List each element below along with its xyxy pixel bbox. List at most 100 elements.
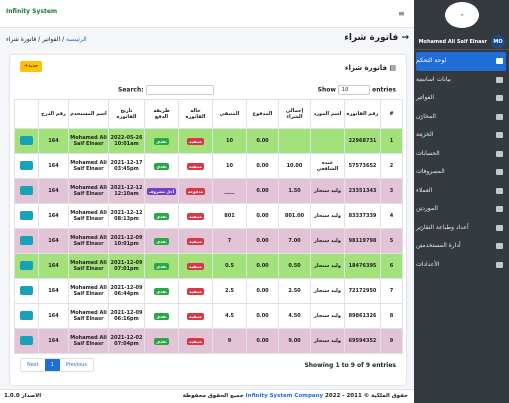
cell: [14, 328, 39, 354]
menu-toggle[interactable]: ≡: [398, 9, 405, 18]
column-header: المدفوع: [246, 99, 279, 129]
view-button[interactable]: [20, 310, 33, 320]
header-row: # رقم الفاتورة اسم المورد إجمالي الشراء المد…: [14, 99, 403, 129]
next-button[interactable]: Next: [27, 362, 39, 368]
table-row: 6 18476395 وليد سنجار 0.50 0.00 0.5 متبقية نقدي…: [14, 253, 403, 279]
menu-icon: [496, 243, 503, 249]
cell: 0.00: [246, 128, 279, 154]
cell: 8: [380, 303, 403, 329]
menu-item[interactable]: أعداد وطباعة التقارير ‹: [416, 219, 506, 238]
menu-icon: [496, 58, 503, 64]
search-input[interactable]: [145, 85, 214, 95]
cell: 2: [380, 153, 403, 179]
brand[interactable]: Infinity System: [6, 8, 58, 15]
menu-item[interactable]: الحسابات ‹: [416, 145, 506, 164]
view-button[interactable]: [20, 235, 33, 245]
menu-item[interactable]: العملاء ‹: [416, 182, 506, 201]
menu-icon: [496, 76, 503, 83]
table: # رقم الفاتورة اسم المورد إجمالي الشراء المد…: [14, 99, 403, 354]
show-label: Show: [317, 86, 336, 94]
sidebar: ∞ MO Mohamed Ali Saif Elnasr لوحة التحكم…: [414, 0, 509, 403]
cell: 2021-12-17 03:45pm: [108, 153, 145, 179]
chevron: ‹: [420, 260, 423, 268]
menu-label: لوحة التحكم: [416, 57, 447, 64]
crumb[interactable]: الفواتير: [42, 36, 61, 43]
menu-label: الخزينة: [416, 131, 434, 138]
menu-item[interactable]: أدارة المستخدمين ‹: [416, 237, 506, 256]
cell: 2021-12-02 07:04pm: [108, 328, 145, 354]
user-panel[interactable]: MO Mohamed Ali Saif Elnasr: [414, 34, 509, 50]
previous-button[interactable]: Previous: [65, 362, 87, 368]
menu-item[interactable]: لوحة التحكم: [416, 52, 506, 71]
table-row: 3 23351343 وليد سنجار 1.50 0.00 ____ مدفوعة آجل…: [14, 178, 403, 204]
menu-icon: [496, 261, 503, 268]
cell: 0.00: [246, 153, 279, 179]
column-header: اسم المستخدم: [68, 99, 109, 129]
view-button[interactable]: [20, 185, 33, 195]
payment-badge: نقدي: [154, 287, 169, 295]
view-button[interactable]: [20, 160, 33, 170]
length-select[interactable]: 10: [338, 85, 371, 95]
card-title-text: فاتورة شراء: [344, 64, 387, 72]
cell: 22968731: [344, 128, 381, 154]
column-header: حالة الفاتورة: [178, 99, 213, 129]
column-header: رقم الفاتورة: [344, 99, 381, 129]
view-button[interactable]: [20, 210, 33, 220]
menu-label: المخازن: [416, 112, 436, 120]
cell: 0.00: [246, 178, 279, 204]
crumb[interactable]: الرئيسية: [66, 36, 87, 43]
cell: نقدي: [144, 253, 179, 279]
avatar: MO: [491, 35, 505, 49]
cell: 2021-12-12 08:13pm: [108, 203, 145, 229]
company[interactable]: Infinity System Company: [245, 393, 324, 399]
cell: 0.00: [246, 228, 279, 254]
status-badge: متبقية: [187, 287, 204, 295]
cell: مدفوعة: [178, 178, 213, 204]
menu-item[interactable]: بيانات اساسية ‹: [416, 71, 506, 90]
chevron: ‹: [420, 168, 423, 175]
cell: [14, 303, 39, 329]
status-badge: متبقية: [187, 137, 204, 145]
column-header: [14, 99, 39, 129]
payment-badge: نقدي: [154, 262, 169, 270]
cell: 10: [212, 153, 247, 179]
cell: 1.50: [278, 178, 311, 204]
payment-badge: نقدي: [154, 137, 169, 145]
cell: 5: [380, 228, 403, 254]
cell: 83337339: [344, 203, 381, 229]
menu-icon: [496, 95, 503, 101]
cell: 4.50: [278, 303, 311, 329]
payment-badge: نقدي: [154, 237, 169, 245]
column-header: تاريخ الفاتورة: [108, 99, 145, 129]
cell: 2021-12-09 07:01pm: [108, 253, 145, 279]
cell: نقدي: [144, 328, 179, 354]
menu-item[interactable]: الفواتير ‹: [416, 89, 506, 108]
column-header: #: [380, 99, 403, 129]
cell: آجل مصروف: [144, 178, 179, 204]
menu-item[interactable]: المصروفات ‹: [416, 163, 506, 182]
footer: حقوق الملكية © 2011 - 2022 Infinity Syst…: [0, 389, 414, 403]
menu-item[interactable]: الأعدادات ‹: [416, 256, 506, 275]
payment-badge: نقدي: [154, 312, 169, 320]
page-button[interactable]: 1: [44, 359, 60, 371]
title-text: فاتورة شراء: [344, 33, 399, 43]
cell: ____: [212, 178, 247, 204]
menu-item[interactable]: المخازن ‹: [416, 108, 506, 127]
chevron: ‹: [420, 112, 423, 120]
menu-item[interactable]: الموردين ‹: [416, 200, 506, 219]
status-badge: متبقية: [187, 262, 204, 270]
view-button[interactable]: [20, 285, 33, 295]
cell: متبقية: [178, 228, 213, 254]
view-button[interactable]: [20, 260, 33, 270]
length-control: Show 10 entries: [318, 85, 396, 95]
search: Search:: [118, 85, 214, 95]
view-button[interactable]: [20, 135, 33, 145]
menu-item[interactable]: الخزينة ‹: [416, 126, 506, 145]
view-button[interactable]: [20, 335, 33, 345]
status-badge: متبقية: [187, 237, 204, 245]
cell: Mohamed Ali Saif Elnasr: [68, 303, 109, 329]
cell: نقدي: [144, 278, 179, 304]
cell: وليد سنجار: [310, 178, 345, 204]
new-button[interactable]: جديد+: [20, 61, 42, 72]
table-row: 8 89861326 وليد سنجار 4.50 0.00 4.5 متبقية نقدي…: [14, 303, 403, 329]
